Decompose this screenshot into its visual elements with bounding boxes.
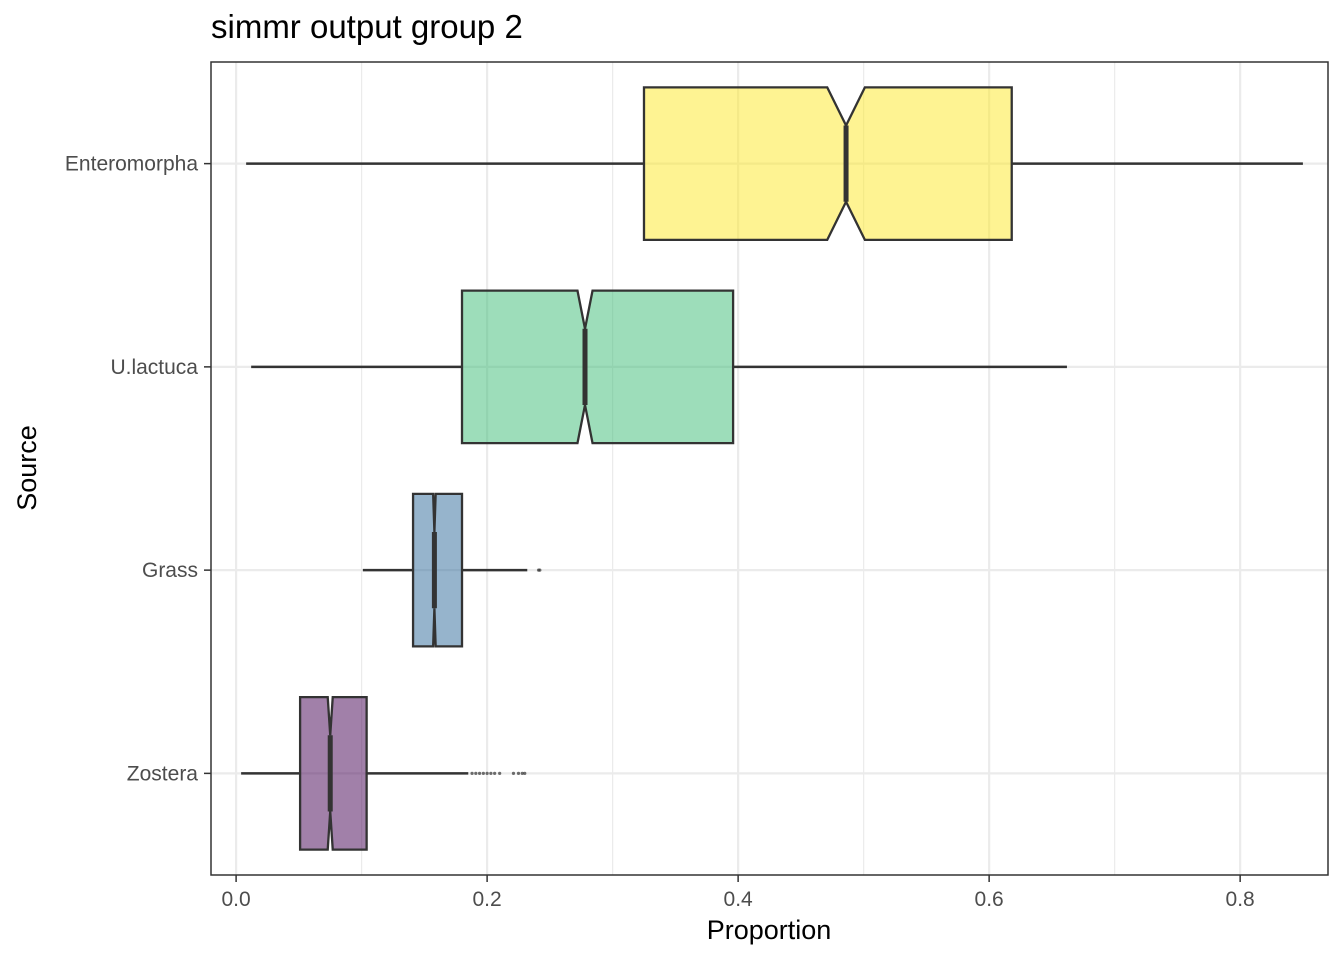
outlier-point xyxy=(511,771,516,775)
x-axis: 0.0 0.2 0.4 0.6 0.8 xyxy=(221,875,1255,911)
x-tick-label: 0.8 xyxy=(1226,888,1255,911)
x-tick-label: 0.4 xyxy=(724,888,754,911)
outlier-point xyxy=(470,771,474,775)
outlier-point xyxy=(538,568,542,572)
x-tick-label: 0.2 xyxy=(473,888,502,911)
box-zostera xyxy=(241,696,527,851)
chart-title: simmr output group 2 xyxy=(211,8,523,45)
y-tick-label: Grass xyxy=(142,559,198,582)
outlier-point xyxy=(520,771,524,775)
box-body xyxy=(642,86,1013,241)
outlier-point xyxy=(481,771,485,775)
outlier-point xyxy=(523,771,527,775)
box-enteromorpha xyxy=(246,86,1303,241)
box-layer xyxy=(241,86,1303,851)
outlier-point xyxy=(485,771,489,775)
box-body xyxy=(460,289,735,445)
box-body xyxy=(298,696,368,851)
outlier-point xyxy=(493,771,497,775)
box-u-lactuca xyxy=(251,289,1067,445)
y-tick-label: Enteromorpha xyxy=(65,153,198,176)
outlier-point xyxy=(489,771,493,775)
y-axis-title: Source xyxy=(12,425,42,511)
box-body xyxy=(411,492,464,648)
outlier-point xyxy=(477,771,482,775)
x-tick-label: 0.0 xyxy=(221,888,250,911)
y-tick-label: U.lactuca xyxy=(110,356,198,379)
y-axis: Enteromorpha U.lactuca Grass Zostera xyxy=(65,153,211,785)
x-axis-title: Proportion xyxy=(707,915,832,945)
box-grass xyxy=(362,492,542,648)
panel-border xyxy=(210,61,1329,876)
x-tick-label: 0.6 xyxy=(975,888,1004,911)
y-tick-label: Zostera xyxy=(127,762,199,785)
outlier-point xyxy=(474,771,478,775)
outlier-point xyxy=(498,771,502,775)
outlier-point xyxy=(516,771,521,775)
